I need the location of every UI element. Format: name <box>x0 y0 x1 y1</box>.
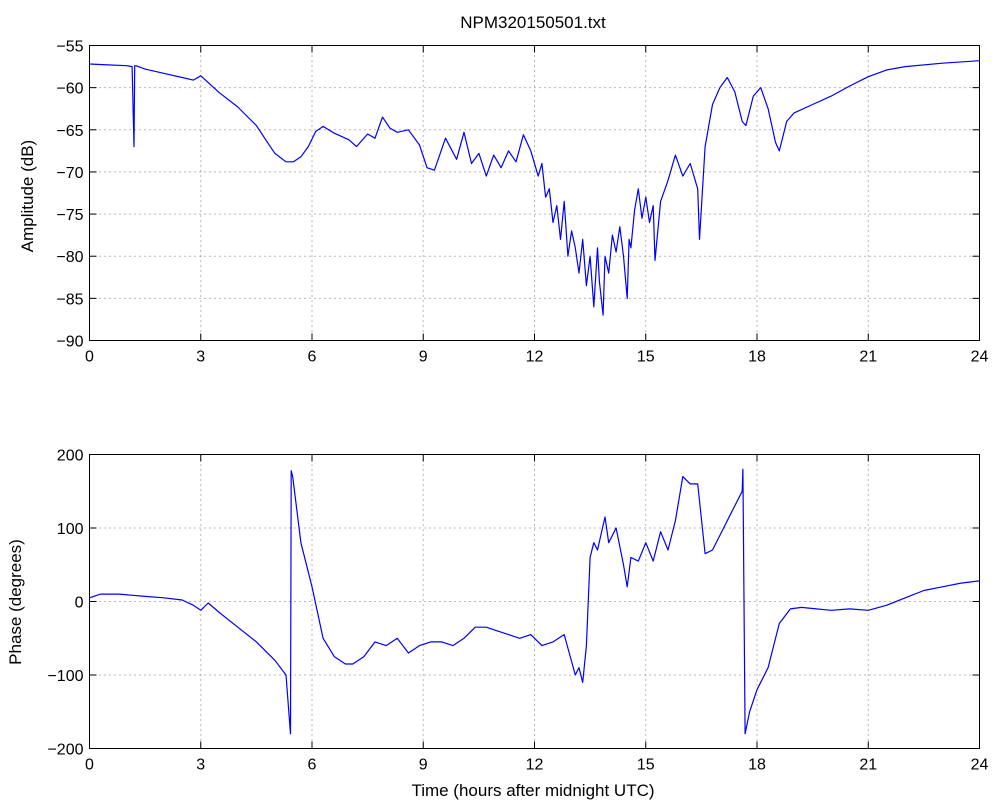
phase-series-line <box>89 468 980 735</box>
x-tick-label: 6 <box>308 349 317 366</box>
amplitude-plot: NPM320150501.txt Amplitude (dB) 0 3 6 9 12 15… <box>18 13 989 366</box>
y-tick-label: −65 <box>56 123 83 140</box>
tick-labels: 0 3 6 9 12 15 18 21 24 200 100 0 −100 −200 <box>47 448 988 774</box>
y-tick-label: 200 <box>57 448 84 465</box>
x-tick-label: 18 <box>748 757 766 774</box>
x-tick-label: 6 <box>308 757 317 774</box>
x-tick-label: 0 <box>85 349 94 366</box>
y-tick-label: −70 <box>56 165 83 182</box>
y-tick-label: −90 <box>56 334 83 351</box>
amplitude-series-line <box>89 60 980 316</box>
x-tick-label: 9 <box>419 349 428 366</box>
plot-frame <box>89 454 980 749</box>
x-axis-label: Time (hours after midnight UTC) <box>411 781 654 800</box>
x-tick-label: 24 <box>971 757 989 774</box>
x-tick-label: 9 <box>419 757 428 774</box>
x-tick-label: 21 <box>859 757 877 774</box>
phase-plot: Phase (degrees) Time (hours after midnig… <box>6 448 989 801</box>
y-tick-label: −60 <box>56 81 83 98</box>
y-tick-label: −100 <box>47 668 83 685</box>
x-tick-label: 12 <box>526 349 544 366</box>
y-tick-label: −200 <box>47 742 83 759</box>
y-tick-label: −75 <box>56 207 83 224</box>
chart-title: NPM320150501.txt <box>460 13 606 32</box>
x-tick-label: 3 <box>196 349 205 366</box>
tick-labels: 0 3 6 9 12 15 18 21 24 −55 −60 −65 −70 −75 −80 −85 −90 <box>56 39 988 366</box>
x-tick-label: 15 <box>637 349 655 366</box>
gridlines <box>89 454 980 749</box>
x-tick-label: 3 <box>196 757 205 774</box>
x-tick-label: 15 <box>637 757 655 774</box>
x-tick-label: 18 <box>748 349 766 366</box>
y-axis-label-phase: Phase (degrees) <box>6 539 25 665</box>
gridlines <box>89 45 980 341</box>
x-tick-label: 0 <box>85 757 94 774</box>
x-tick-label: 12 <box>526 757 544 774</box>
y-axis-label-amplitude: Amplitude (dB) <box>18 140 37 252</box>
x-tick-label: 21 <box>859 349 877 366</box>
y-tick-label: −55 <box>56 39 83 56</box>
y-tick-label: −85 <box>56 291 83 308</box>
y-tick-label: 100 <box>57 521 84 538</box>
x-tick-label: 24 <box>971 349 989 366</box>
y-tick-label: 0 <box>75 595 84 612</box>
plot-frame <box>89 45 980 341</box>
y-tick-label: −80 <box>56 249 83 266</box>
